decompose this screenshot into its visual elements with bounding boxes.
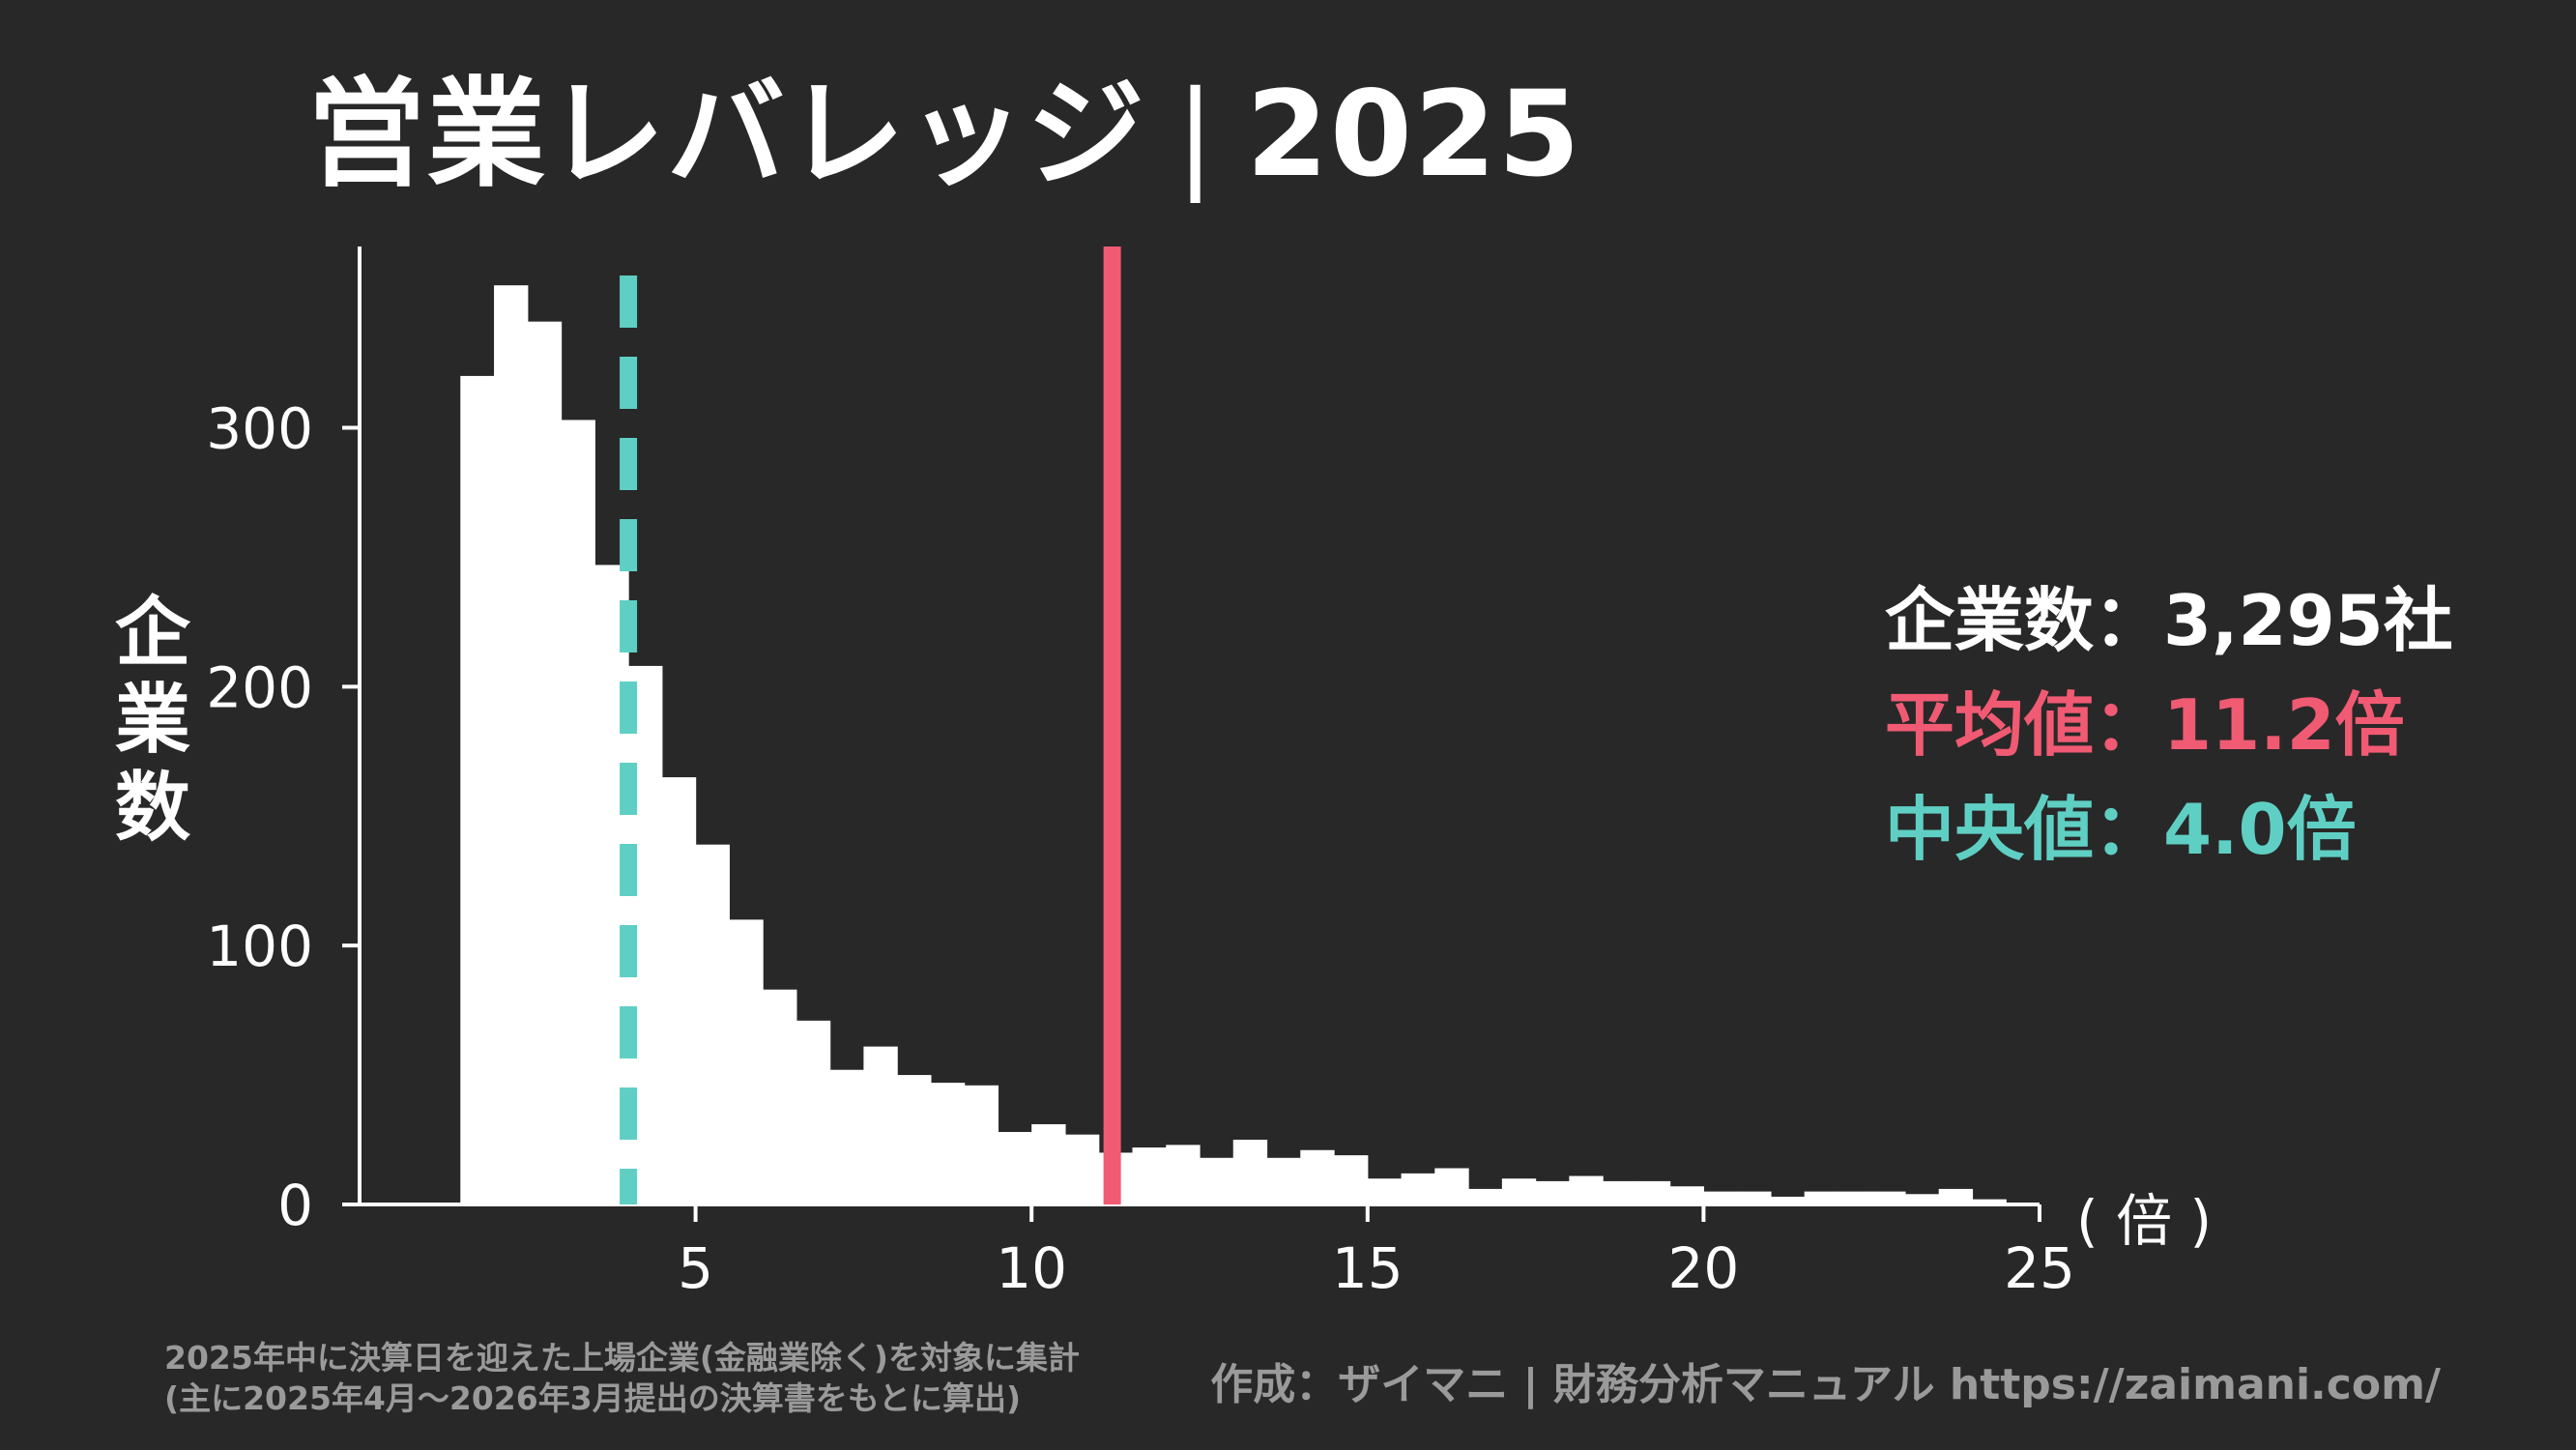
histogram-bar: [863, 1046, 898, 1204]
histogram-bar: [930, 1083, 966, 1204]
y-tick-label: 200: [206, 654, 313, 720]
footnote-line: (主に2025年4月～2026年3月提出の決算書をもとに算出): [164, 1379, 1022, 1417]
histogram-bar: [1031, 1123, 1066, 1204]
histogram-bar: [1904, 1194, 1940, 1204]
y-tick-label: 0: [277, 1173, 313, 1238]
histogram-bar: [1468, 1188, 1503, 1204]
stat-company-count: 企業数：3,295社: [1885, 568, 2453, 673]
chart-title: 営業レバレッジ | 2025: [307, 75, 1582, 193]
histogram-bar: [1064, 1134, 1100, 1204]
histogram-bar: [695, 844, 730, 1204]
stat-median-label: 中央値: [1885, 789, 2095, 870]
y-tick-label: 300: [206, 395, 313, 461]
histogram-bar: [1804, 1191, 1839, 1204]
x-axis-unit-label: ( 倍 ): [2076, 1188, 2213, 1254]
histogram-bar: [829, 1069, 864, 1204]
footnote: 2025年中に決算日を迎えた上場企業(金融業除く)を対象に集計 (主に2025年…: [164, 1338, 1080, 1419]
y-axis-label-char: 企: [114, 590, 190, 677]
histogram-bar: [1737, 1191, 1772, 1204]
histogram-bar: [1200, 1157, 1234, 1204]
footnote-line: 2025年中に決算日を迎えた上場企業(金融業除く)を対象に集計: [164, 1339, 1081, 1377]
histogram-bar: [1669, 1186, 1704, 1204]
histogram-bar: [1334, 1155, 1369, 1204]
x-tick-label: 5: [678, 1235, 713, 1301]
histogram-bar: [1535, 1180, 1570, 1204]
histogram-bar: [964, 1085, 999, 1204]
stat-mean: 平均値：11.2倍: [1885, 673, 2453, 777]
histogram-bar: [1703, 1191, 1738, 1204]
stat-mean-label: 平均値: [1885, 684, 2095, 766]
histogram-bar: [1871, 1191, 1906, 1204]
y-axis-label-char: 業: [114, 677, 190, 765]
histogram-bar: [1166, 1145, 1201, 1204]
histogram-bar: [1434, 1168, 1469, 1204]
histogram-bar: [729, 919, 764, 1204]
x-tick-label: 15: [1332, 1235, 1404, 1301]
stat-count-label: 企業数: [1885, 580, 2095, 661]
stat-colon: ：: [2094, 789, 2164, 870]
histogram-bar: [1501, 1178, 1537, 1204]
title-year: 2025: [1246, 66, 1582, 203]
title-separator: |: [1175, 66, 1218, 203]
credit-text: 作成：ザイマニ | 財務分析マニュアル https://zaimani.com/: [1210, 1360, 2441, 1409]
histogram-bar: [1635, 1180, 1671, 1204]
y-tick-label: 100: [206, 914, 313, 979]
y-axis-label: 企 業 数: [104, 590, 201, 852]
histogram-bar: [1603, 1180, 1637, 1204]
stat-colon: ：: [2094, 684, 2164, 766]
histogram-bar: [998, 1132, 1032, 1204]
histogram-bar: [1938, 1188, 1974, 1204]
histogram-bar: [1770, 1196, 1806, 1204]
histogram-bar: [1232, 1140, 1268, 1204]
stat-median-value: 4.0倍: [2163, 789, 2357, 870]
histogram-bar: [1838, 1191, 1872, 1204]
stat-mean-value: 11.2倍: [2163, 684, 2405, 766]
title-main: 営業レバレッジ: [307, 66, 1146, 203]
histogram-bar: [763, 989, 797, 1204]
stat-colon: ：: [2094, 580, 2164, 661]
stats-panel: 企業数：3,295社 平均値：11.2倍 中央値：4.0倍: [1885, 568, 2453, 882]
histogram-bar: [460, 375, 495, 1204]
x-tick-label: 20: [1667, 1235, 1739, 1301]
y-axis-label-char: 数: [114, 764, 190, 852]
stat-count-value: 3,295社: [2163, 580, 2453, 661]
histogram-bar: [1300, 1149, 1335, 1204]
histogram-bar: [494, 285, 529, 1205]
histogram-bar: [561, 420, 595, 1204]
histogram-bar: [1132, 1147, 1167, 1204]
histogram-bar: [1972, 1199, 2007, 1204]
x-tick-label: 10: [996, 1235, 1067, 1301]
x-tick-label: 25: [2004, 1235, 2075, 1301]
stat-median: 中央値：4.0倍: [1885, 777, 2453, 882]
histogram-bar: [1367, 1178, 1403, 1204]
histogram-bar: [897, 1075, 932, 1204]
histogram-bar: [527, 321, 563, 1204]
histogram-bar: [661, 777, 697, 1204]
histogram-bar: [796, 1020, 831, 1204]
histogram-bar: [1401, 1173, 1435, 1204]
histogram-bar: [1266, 1157, 1301, 1204]
histogram-bar: [1569, 1175, 1604, 1204]
